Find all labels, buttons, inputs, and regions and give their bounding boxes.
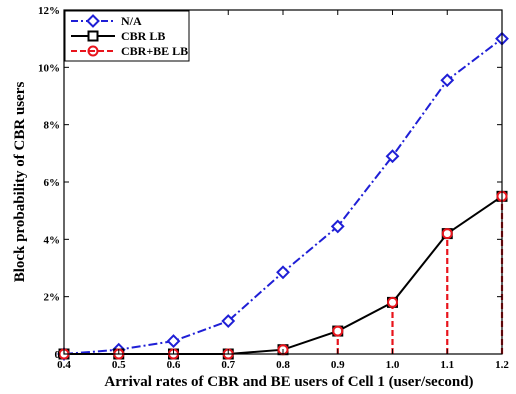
y-axis-ticks: 0 2% 4% 6% 8% 10% 12% [38,5,502,361]
plot-frame [63,9,503,355]
x-tick-label: 0.5 [112,359,126,371]
x-tick-label: 0.6 [167,359,181,371]
series-cbr-be-lb-point [332,325,344,337]
legend-label: CBR+BE LB [121,44,188,58]
series-n-a-point [330,219,345,234]
y-tick-label: 10% [38,62,60,74]
legend-marker [87,45,99,57]
series-n-a-point [166,334,181,349]
x-tick-label: 0.4 [57,359,71,371]
legend-marker [86,14,100,28]
y-axis-label: Block probability of CBR users [12,82,28,283]
x-axis-label: Arrival rates of CBR and BE users of Cel… [104,374,473,390]
y-tick-label: 8% [44,120,61,132]
x-axis-ticks: 0.4 0.5 0.6 0.7 0.8 0.9 1.0 1.1 1.2 [57,10,509,371]
series-cbr-be-lb-point [387,296,398,308]
series-n-a-point [276,265,290,280]
series-cbr-be-lb-point [441,228,453,240]
series-n-a-point [221,314,236,328]
series-markers [57,31,509,361]
x-tick-label: 0.8 [276,359,290,371]
legend-label: CBR LB [121,29,165,43]
series-n-a-point [440,73,455,88]
y-tick-label: 0 [55,349,61,361]
x-tick-label: 1.0 [386,359,400,371]
x-tick-label: 1.2 [495,359,509,371]
y-tick-label: 4% [44,234,61,246]
y-tick-label: 6% [44,177,61,189]
y-tick-label: 2% [44,292,61,304]
x-tick-label: 0.7 [221,359,235,371]
series-n-a-point [385,149,400,164]
series-n-a-line [63,37,503,355]
legend-label: N/A [121,14,142,28]
y-tick-label: 12% [38,5,60,17]
legend-marker [87,30,99,42]
x-tick-label: 1.1 [440,359,454,371]
cbr-be-lb-stems [281,196,504,354]
x-tick-label: 0.9 [331,359,345,371]
series-lines [63,37,503,355]
